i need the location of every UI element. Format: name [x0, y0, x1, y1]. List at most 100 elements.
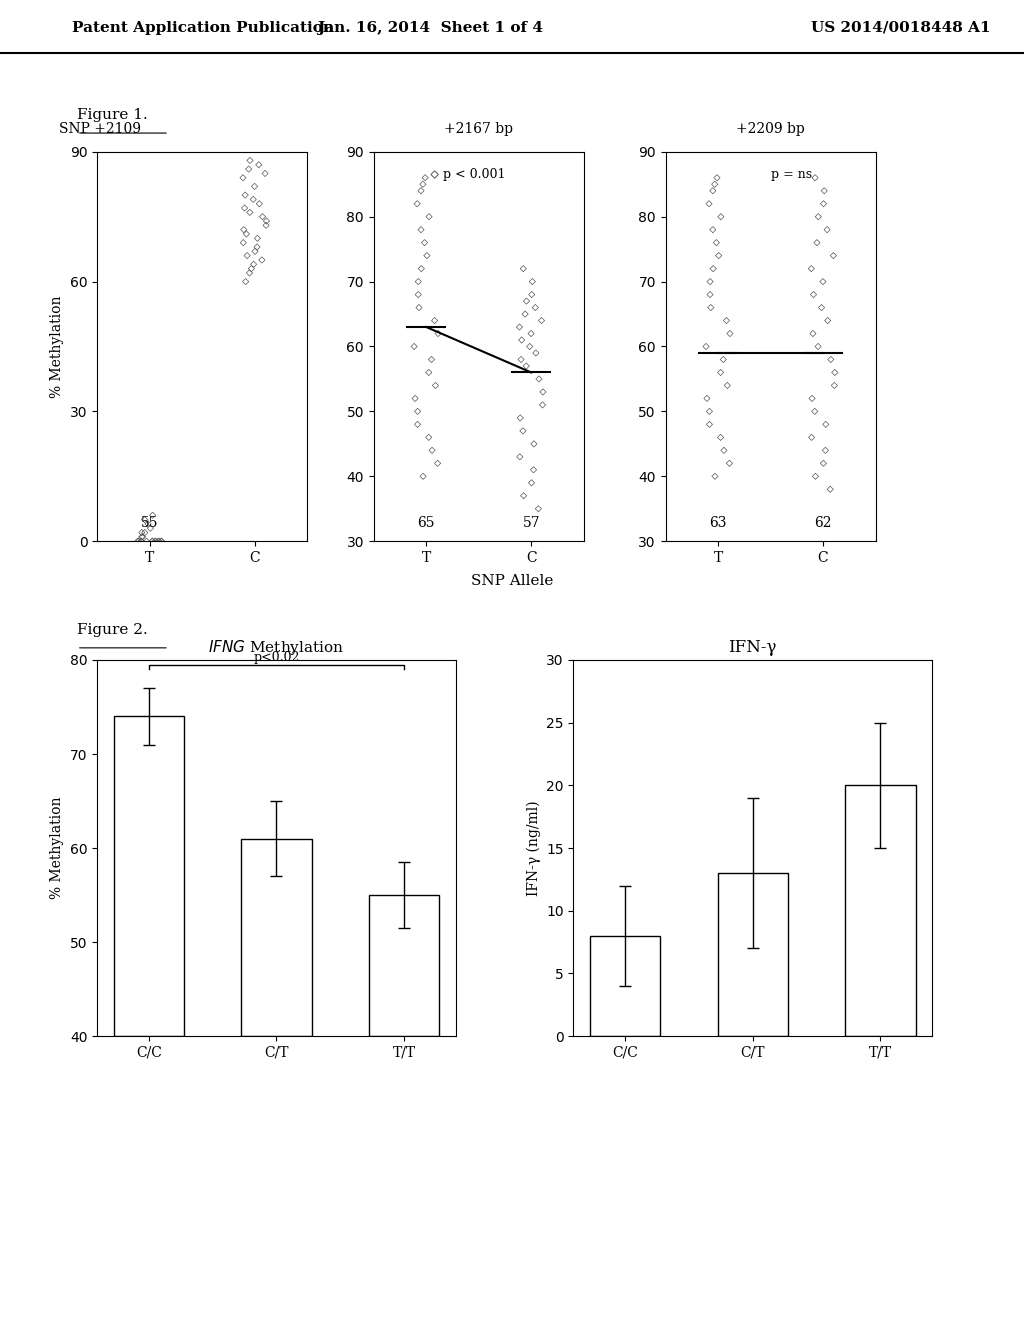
- Point: [238, 271, 254, 292]
- Point: [133, 521, 150, 543]
- Point: [419, 246, 435, 267]
- Point: [423, 348, 439, 370]
- Point: [424, 440, 440, 461]
- Point: [417, 232, 433, 253]
- Point: [151, 531, 167, 552]
- Text: 65: 65: [418, 516, 435, 529]
- Point: [805, 323, 821, 345]
- Point: [411, 297, 427, 318]
- Text: SNP +2109: SNP +2109: [59, 123, 141, 136]
- Y-axis label: % Methylation: % Methylation: [50, 797, 65, 899]
- Bar: [718, 873, 787, 1036]
- Point: [133, 531, 150, 552]
- Point: [251, 193, 267, 214]
- Point: [534, 310, 550, 331]
- Point: [515, 257, 531, 279]
- Point: [153, 531, 169, 552]
- Point: [243, 257, 259, 279]
- Point: [530, 498, 547, 519]
- Point: [258, 215, 274, 236]
- Point: [813, 297, 829, 318]
- Point: [421, 426, 437, 447]
- Point: [716, 440, 732, 461]
- Point: [133, 531, 150, 552]
- Point: [518, 290, 535, 312]
- Point: [521, 335, 538, 356]
- Point: [817, 413, 834, 434]
- Point: [410, 284, 426, 305]
- Point: [523, 473, 540, 494]
- Point: [815, 193, 831, 214]
- Point: [407, 388, 423, 409]
- Point: [815, 271, 831, 292]
- Point: [512, 408, 528, 429]
- Text: p<0.02: p<0.02: [253, 651, 300, 664]
- Point: [234, 168, 251, 189]
- Point: [819, 219, 836, 240]
- Point: [826, 362, 843, 383]
- Text: Figure 1.: Figure 1.: [77, 108, 147, 123]
- Point: [511, 317, 527, 338]
- Text: 55: 55: [141, 516, 159, 529]
- Y-axis label: % Methylation: % Methylation: [50, 296, 65, 397]
- Point: [822, 348, 839, 370]
- Point: [715, 348, 731, 370]
- Point: [805, 284, 821, 305]
- Point: [237, 185, 253, 206]
- Point: [430, 323, 446, 345]
- Point: [129, 531, 145, 552]
- Bar: [369, 895, 439, 1036]
- Point: [138, 531, 155, 552]
- Point: [413, 180, 429, 201]
- Point: [147, 531, 164, 552]
- Point: [512, 446, 528, 467]
- Point: [413, 257, 429, 279]
- Point: [410, 401, 426, 422]
- Point: [251, 154, 267, 176]
- Point: [810, 335, 826, 356]
- Point: [713, 206, 729, 227]
- Point: [258, 210, 274, 231]
- Point: [429, 453, 445, 474]
- Point: [130, 531, 146, 552]
- Point: [140, 513, 157, 535]
- Point: [142, 517, 159, 539]
- Point: [807, 401, 823, 422]
- Title: $\it{IFNG}$ Methylation: $\it{IFNG}$ Methylation: [209, 638, 344, 656]
- Point: [249, 228, 265, 249]
- Point: [133, 527, 150, 548]
- Point: [239, 246, 255, 267]
- Point: [154, 531, 170, 552]
- Point: [523, 323, 540, 345]
- Point: [421, 206, 437, 227]
- Point: [406, 335, 422, 356]
- Point: [530, 368, 547, 389]
- Point: [513, 348, 529, 370]
- Point: [236, 219, 252, 240]
- Point: [241, 158, 257, 180]
- Point: [254, 249, 270, 271]
- Point: [239, 223, 255, 244]
- Point: [803, 257, 819, 279]
- Text: 57: 57: [522, 516, 540, 529]
- Point: [525, 433, 542, 454]
- Text: +2209 bp: +2209 bp: [736, 123, 805, 136]
- Point: [722, 323, 738, 345]
- Point: [247, 240, 263, 261]
- Text: p = ns: p = ns: [770, 168, 812, 181]
- Point: [517, 304, 534, 325]
- Point: [144, 531, 161, 552]
- Point: [242, 150, 258, 172]
- Text: 62: 62: [814, 516, 831, 529]
- Point: [701, 284, 718, 305]
- Text: +2167 bp: +2167 bp: [444, 123, 513, 136]
- Y-axis label: IFN-γ (ng/ml): IFN-γ (ng/ml): [526, 800, 541, 896]
- Text: p < 0.001: p < 0.001: [443, 168, 506, 181]
- Point: [417, 168, 433, 189]
- Point: [705, 180, 721, 201]
- Point: [807, 466, 823, 487]
- Title: IFN-γ: IFN-γ: [728, 639, 777, 656]
- Point: [242, 263, 258, 284]
- Text: Figure 2.: Figure 2.: [77, 623, 147, 638]
- Bar: [845, 785, 915, 1036]
